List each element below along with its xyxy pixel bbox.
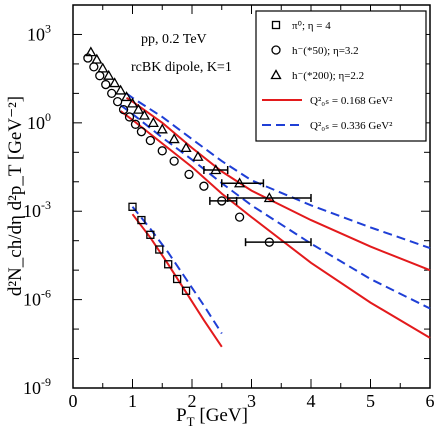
circle-marker	[118, 104, 129, 115]
legend-label: h⁻(*50); η=3.2	[292, 45, 359, 57]
x-tick-label: 0	[69, 391, 78, 411]
y-tick-label: 10-9	[23, 375, 51, 398]
circle-marker	[130, 119, 141, 129]
circle-marker	[89, 62, 99, 72]
circle-marker	[217, 196, 227, 206]
x-tick-label: 2	[188, 391, 197, 411]
data-markers	[83, 46, 275, 295]
square-marker	[271, 20, 281, 30]
x-axis-title-main: P	[176, 405, 187, 426]
curve-dashed	[125, 92, 431, 250]
square-marker	[146, 230, 155, 239]
x-tick-label: 3	[247, 391, 256, 411]
triangle-marker	[263, 192, 275, 203]
triangle-marker	[126, 97, 139, 108]
y-tick-exp: -9	[41, 375, 51, 389]
circle-marker	[107, 88, 117, 99]
circle-marker	[124, 112, 135, 122]
triangle-marker	[114, 84, 127, 95]
triangle-marker	[138, 109, 151, 120]
y-tick-label: 10-6	[23, 287, 51, 310]
y-tick-label: 100	[27, 110, 51, 133]
y-tick-label: 10-3	[23, 198, 51, 221]
circle-marker	[169, 156, 179, 166]
legend-box	[255, 10, 427, 142]
y-tick-base: 10	[23, 201, 41, 221]
annotation-model: rcBK dipole, K=1	[131, 60, 232, 75]
legend-label: h⁻(*200); η=2.2	[292, 70, 364, 82]
x-axis-title-rest: [GeV]	[195, 405, 248, 426]
curve-dashed	[131, 206, 223, 335]
model-curves	[120, 92, 431, 348]
y-tick-base: 10	[23, 378, 41, 398]
square-marker	[128, 202, 137, 211]
y-tick-base: 10	[27, 113, 45, 133]
triangle-marker	[109, 77, 121, 88]
triangle-marker	[103, 69, 115, 80]
y-tick-base: 10	[23, 290, 41, 310]
y-tick-exp: -3	[41, 198, 51, 212]
x-tick-label: 4	[307, 391, 316, 411]
triangle-marker	[180, 142, 192, 153]
triangle-marker	[233, 177, 246, 188]
circle-marker	[271, 45, 281, 55]
error-bars	[203, 165, 312, 247]
y-tick-label: 103	[27, 21, 51, 44]
triangle-marker	[120, 91, 133, 102]
legend-label: Q²₀ₛ = 0.168 GeV²	[310, 95, 393, 107]
legend: π⁰; η = 4 h⁻(*50); η=3.2 h⁻(*200); η=2.2 Q²…	[255, 10, 427, 142]
y-tick-exp: 0	[45, 110, 51, 124]
y-tick-exp: -6	[41, 287, 51, 301]
triangle-marker	[156, 123, 168, 134]
legend-label: π⁰; η = 4	[292, 20, 331, 32]
x-tick-label: 5	[366, 391, 375, 411]
x-axis-title: PT [GeV]	[176, 405, 248, 429]
triangle-marker	[132, 103, 145, 114]
square-marker	[137, 215, 146, 225]
triangle-marker	[147, 117, 159, 127]
circle-marker	[112, 96, 123, 107]
triangle-marker	[168, 133, 180, 144]
square-marker	[155, 245, 164, 254]
triangle-marker	[210, 164, 222, 175]
circle-marker	[157, 146, 167, 156]
square-marker	[181, 286, 191, 295]
circle-marker	[264, 237, 275, 247]
triangle-marker	[192, 150, 204, 161]
circle-marker	[199, 181, 209, 191]
y-tick-exp: 3	[45, 21, 51, 35]
circle-marker	[136, 127, 147, 137]
y-tick-base: 10	[27, 24, 45, 44]
triangle-marker	[270, 69, 282, 80]
circle-marker	[101, 79, 111, 90]
x-tick-label: 1	[128, 391, 137, 411]
curve-solid	[131, 213, 223, 348]
x-axis-title-sub: T	[187, 414, 195, 429]
curve-solid	[125, 96, 431, 272]
curve-solid	[120, 110, 431, 339]
square-marker	[172, 274, 182, 284]
circle-marker	[145, 135, 156, 146]
circle-marker	[184, 169, 194, 180]
triangle-marker	[97, 62, 109, 73]
circle-marker	[234, 212, 245, 222]
triangle-marker	[85, 46, 97, 57]
y-axis-title: d²N_ch/dη d²p_T [GeV⁻²]	[5, 96, 26, 296]
annotation-collision: pp, 0.2 TeV	[141, 32, 207, 47]
x-tick-label: 6	[426, 391, 435, 411]
square-marker	[164, 260, 173, 269]
circle-marker	[95, 71, 105, 81]
triangle-marker	[91, 53, 103, 64]
legend-label: Q²₀ₛ = 0.336 GeV²	[310, 120, 393, 132]
